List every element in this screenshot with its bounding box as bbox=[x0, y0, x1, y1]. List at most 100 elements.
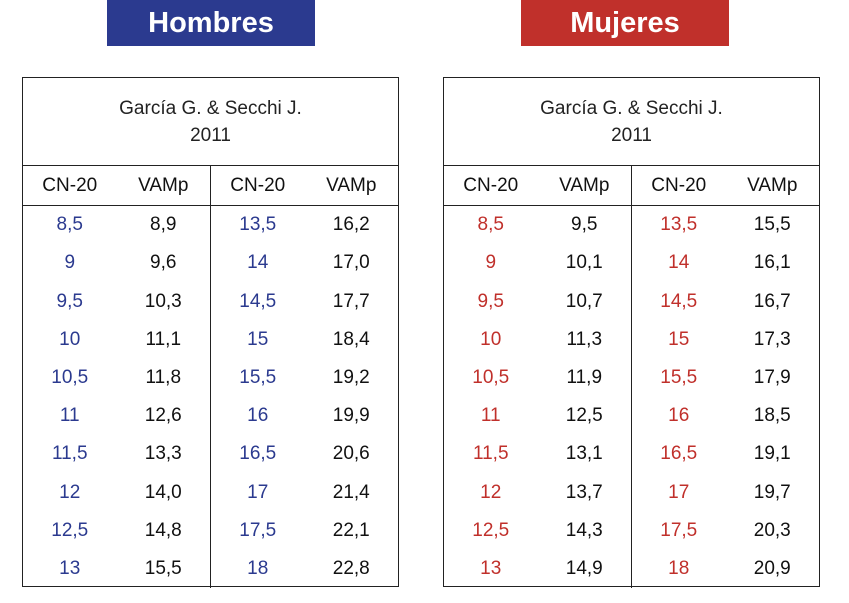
table-row: 9,5 10,3 bbox=[23, 282, 210, 320]
cn20-value: 17 bbox=[247, 481, 269, 503]
table-row: 10,5 11,8 bbox=[23, 359, 210, 397]
cn20-value: 15,5 bbox=[660, 366, 698, 388]
vamp-value: 20,3 bbox=[753, 519, 791, 541]
cn20-value: 16,5 bbox=[660, 443, 698, 465]
women-title: Mujeres bbox=[570, 6, 680, 39]
vamp-value: 22,1 bbox=[332, 519, 370, 541]
table-row: 16 19,9 bbox=[211, 397, 398, 435]
vamp-value: 12,6 bbox=[144, 405, 182, 427]
cn20-value: 8,5 bbox=[56, 214, 83, 236]
table-row: 10 11,3 bbox=[444, 321, 631, 359]
cn20-value: 10 bbox=[480, 328, 502, 350]
vamp-value: 9,6 bbox=[150, 252, 177, 274]
vamp-value: 10,7 bbox=[565, 290, 603, 312]
cn20-value: 16,5 bbox=[239, 443, 277, 465]
men-header-cn-right: CN-20 bbox=[230, 174, 286, 196]
table-row: 8,5 8,9 bbox=[23, 206, 210, 244]
cn20-value: 15 bbox=[247, 328, 269, 350]
men-caption-year: 2011 bbox=[190, 124, 231, 146]
table-row: 14,5 16,7 bbox=[632, 282, 819, 320]
men-caption-authors: García G. & Secchi J. bbox=[119, 97, 302, 119]
vamp-value: 17,7 bbox=[332, 290, 370, 312]
cn20-value: 18 bbox=[668, 557, 690, 579]
men-column-left: 8,5 8,9 9 9,6 9,5 10,3 10 11,1 10,5 11,8 11 12,6 11,… bbox=[23, 206, 211, 588]
cn20-value: 14 bbox=[247, 252, 269, 274]
table-row: 14,5 17,7 bbox=[211, 282, 398, 320]
vamp-value: 14,0 bbox=[144, 481, 182, 503]
cn20-value: 11,5 bbox=[51, 443, 88, 465]
women-header-vamp-left: VAMp bbox=[559, 174, 610, 196]
table-row: 12 14,0 bbox=[23, 473, 210, 511]
table-row: 16 18,5 bbox=[632, 397, 819, 435]
cn20-value: 13,5 bbox=[239, 214, 277, 236]
cn20-value: 9,5 bbox=[477, 290, 504, 312]
vamp-value: 15,5 bbox=[753, 214, 791, 236]
women-title-banner: Mujeres bbox=[521, 0, 729, 46]
men-header-vamp-right: VAMp bbox=[326, 174, 377, 196]
cn20-value: 9,5 bbox=[56, 290, 83, 312]
men-title-banner: Hombres bbox=[107, 0, 315, 46]
men-header-left: CN-20 VAMp bbox=[23, 166, 211, 205]
vamp-value: 20,6 bbox=[332, 443, 370, 465]
table-row: 16,5 20,6 bbox=[211, 435, 398, 473]
men-column-right: 13,5 16,2 14 17,0 14,5 17,7 15 18,4 15,5 19,2 16 19… bbox=[211, 206, 398, 588]
cn20-value: 15 bbox=[668, 328, 690, 350]
table-row: 9,5 10,7 bbox=[444, 282, 631, 320]
cn20-value: 17,5 bbox=[660, 519, 698, 541]
vamp-value: 19,2 bbox=[332, 366, 370, 388]
table-row: 9 9,6 bbox=[23, 244, 210, 282]
vamp-value: 11,9 bbox=[566, 366, 603, 388]
men-header-right: CN-20 VAMp bbox=[211, 166, 398, 205]
table-row: 11,5 13,1 bbox=[444, 435, 631, 473]
table-row: 10,5 11,9 bbox=[444, 359, 631, 397]
vamp-value: 10,1 bbox=[565, 252, 603, 274]
vamp-value: 14,8 bbox=[144, 519, 182, 541]
cn20-value: 12 bbox=[59, 481, 81, 503]
table-row: 17 19,7 bbox=[632, 473, 819, 511]
vamp-value: 16,7 bbox=[753, 290, 791, 312]
vamp-value: 13,1 bbox=[565, 443, 603, 465]
cn20-value: 18 bbox=[247, 557, 269, 579]
table-row: 13 15,5 bbox=[23, 550, 210, 588]
vamp-value: 14,3 bbox=[565, 519, 603, 541]
women-header-cn-right: CN-20 bbox=[651, 174, 707, 196]
table-row: 11,5 13,3 bbox=[23, 435, 210, 473]
men-header-cn-left: CN-20 bbox=[42, 174, 98, 196]
vamp-value: 19,1 bbox=[753, 443, 791, 465]
table-row: 8,5 9,5 bbox=[444, 206, 631, 244]
table-row: 11 12,5 bbox=[444, 397, 631, 435]
vamp-value: 18,5 bbox=[753, 405, 791, 427]
cn20-value: 14 bbox=[668, 252, 690, 274]
vamp-value: 17,3 bbox=[753, 328, 791, 350]
women-caption-year: 2011 bbox=[611, 124, 652, 146]
table-row: 10 11,1 bbox=[23, 321, 210, 359]
women-header-right: CN-20 VAMp bbox=[632, 166, 819, 205]
table-row: 11 12,6 bbox=[23, 397, 210, 435]
women-grid: 8,5 9,5 9 10,1 9,5 10,7 10 11,3 10,5 11,9 11 12,5 11… bbox=[444, 206, 819, 588]
table-row: 13,5 16,2 bbox=[211, 206, 398, 244]
cn20-value: 9 bbox=[485, 252, 497, 274]
vamp-value: 11,8 bbox=[145, 366, 182, 388]
men-table: García G. & Secchi J. 2011 CN-20 VAMp CN… bbox=[22, 77, 399, 588]
women-header-left: CN-20 VAMp bbox=[444, 166, 632, 205]
vamp-value: 14,9 bbox=[565, 557, 603, 579]
cn20-value: 13,5 bbox=[660, 214, 698, 236]
cn20-value: 12,5 bbox=[472, 519, 510, 541]
vamp-value: 19,7 bbox=[753, 481, 791, 503]
cn20-value: 16 bbox=[668, 405, 690, 427]
vamp-value: 17,9 bbox=[753, 366, 791, 388]
vamp-value: 16,2 bbox=[332, 214, 370, 236]
men-caption: García G. & Secchi J. 2011 bbox=[23, 78, 398, 166]
women-header-row: CN-20 VAMp CN-20 VAMp bbox=[444, 166, 819, 206]
women-table: García G. & Secchi J. 2011 CN-20 VAMp CN… bbox=[443, 77, 820, 588]
vamp-value: 20,9 bbox=[753, 557, 791, 579]
cn20-value: 8,5 bbox=[477, 214, 504, 236]
table-row: 18 22,8 bbox=[211, 550, 398, 588]
vamp-value: 22,8 bbox=[332, 557, 370, 579]
vamp-value: 13,7 bbox=[565, 481, 603, 503]
men-title: Hombres bbox=[148, 6, 274, 39]
women-caption-authors: García G. & Secchi J. bbox=[540, 97, 723, 119]
vamp-value: 11,3 bbox=[566, 328, 603, 350]
table-row: 16,5 19,1 bbox=[632, 435, 819, 473]
cn20-value: 13 bbox=[480, 557, 502, 579]
